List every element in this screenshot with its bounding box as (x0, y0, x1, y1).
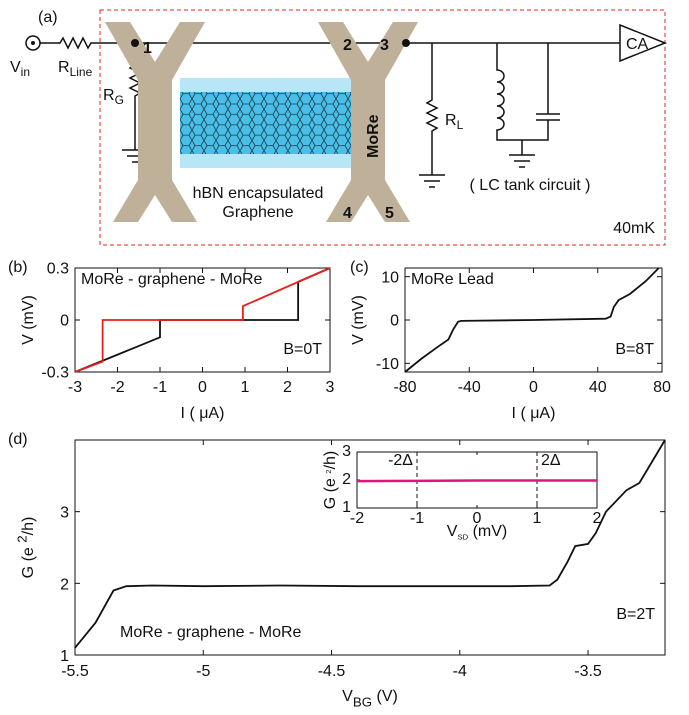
axis-label: VSD (mV) (447, 523, 507, 541)
x-tick-label: 2 (283, 379, 292, 396)
annotation: B=8T (615, 341, 654, 358)
x-tick-label: -5 (196, 663, 210, 680)
x-tick-label: 3 (326, 379, 335, 396)
sample-label: Graphene (222, 204, 293, 221)
amplifier-label: CA (626, 36, 649, 53)
amplifier (619, 23, 668, 63)
x-tick-label: -4.5 (318, 663, 346, 680)
r-g-label: RG (103, 87, 124, 107)
reference-label: 2Δ (541, 452, 561, 469)
y-tick-label: -10 (376, 356, 399, 373)
y-tick-label: 1 (342, 499, 351, 516)
y-tick-label: 0 (60, 313, 69, 330)
axis-label-part: 2 (14, 535, 29, 542)
sample-label: hBN encapsulated (193, 185, 324, 202)
y-tick-label: 3 (342, 443, 351, 460)
x-tick-label: -4 (453, 663, 467, 680)
y-tick-label: 10 (381, 269, 399, 286)
resistor-g (122, 43, 148, 163)
annotation: B=0T (283, 341, 322, 358)
y-tick-label: 3 (60, 505, 69, 522)
v-in-label: Vin (10, 59, 30, 79)
axis-label-part: SD (457, 532, 468, 541)
x-tick-label: 0 (198, 379, 207, 396)
annotation: MoRe - graphene - MoRe (81, 271, 263, 288)
terminal: 3 (380, 37, 389, 54)
panel-label: (a) (38, 9, 58, 26)
schematic: (a) Vin RLine RG 1 2 3 4 5 MoRe hBN enca… (10, 9, 668, 246)
x-tick-label: -3 (68, 379, 82, 396)
terminal: 5 (385, 205, 394, 222)
electrode-label: MoRe (365, 114, 382, 158)
data-line (74, 267, 331, 373)
x-tick-label: 1 (533, 510, 542, 527)
axis-label: VBG (V) (342, 688, 398, 710)
x-tick-label: 2 (593, 510, 602, 527)
axis-label-part: (V) (372, 688, 398, 705)
x-tick-label: 0 (473, 510, 482, 527)
axis-label: V (mV) (20, 295, 37, 345)
y-tick-label: 1 (60, 648, 69, 665)
x-tick-label: 0 (529, 379, 538, 396)
x-tick-label: -80 (393, 379, 416, 396)
annotation: MoRe Lead (411, 271, 494, 288)
x-tick-label: -40 (458, 379, 481, 396)
axis-label: G (e 2/h) (14, 517, 37, 579)
annotation: MoRe - graphene - MoRe (120, 624, 302, 641)
panel-label: (b) (8, 259, 28, 276)
axis-label: G (e 2/h) (322, 451, 339, 510)
electrode (318, 22, 418, 222)
terminal: 1 (143, 40, 152, 57)
r-line-label: RLine (58, 59, 93, 79)
lc-tank (496, 43, 560, 168)
axis-label-part: /h) (20, 517, 37, 536)
axis-label: I ( μA) (512, 405, 556, 422)
y-tick-label: 2 (60, 576, 69, 593)
annotation: B=2T (616, 606, 655, 623)
axis-label-part: V (447, 523, 458, 540)
x-tick-label: 1 (241, 379, 250, 396)
data-line (404, 267, 660, 373)
y-tick-label: 0 (390, 313, 399, 330)
x-tick-label: -2 (110, 379, 124, 396)
x-tick-label: -3.5 (574, 663, 602, 680)
terminal: 4 (343, 205, 352, 222)
tank-label: ( LC tank circuit ) (470, 177, 591, 194)
axis-label-part: G (e (20, 543, 37, 579)
panel-label: (d) (8, 431, 28, 448)
wire (40, 36, 620, 50)
x-tick-label: -2 (350, 510, 364, 527)
axis-label: I ( μA) (181, 405, 225, 422)
y-tick-label: 2 (342, 471, 351, 488)
axis-label: V (mV) (350, 295, 367, 345)
x-tick-label: 80 (653, 379, 671, 396)
panel-label: (c) (350, 259, 369, 276)
electrode (105, 22, 205, 222)
y-tick-label: 0.3 (47, 261, 69, 278)
axis-label-part: 2 (324, 469, 333, 473)
data-line (74, 439, 666, 649)
y-tick-label: -0.3 (41, 365, 69, 382)
resistor-l (419, 43, 445, 188)
data-line (356, 479, 597, 483)
axis-label-part: V (342, 688, 353, 705)
axis-label-part: /h) (322, 451, 339, 470)
cryostat-box (99, 9, 666, 246)
axis-label-part: G (e (322, 474, 339, 510)
x-tick-label: -1 (153, 379, 167, 396)
axis-label-part: BG (353, 695, 372, 710)
axis-label-part: (mV) (468, 523, 507, 540)
r-l-label: RL (445, 112, 464, 132)
x-tick-label: -5.5 (61, 663, 89, 680)
reference-label: -2Δ (388, 452, 413, 469)
x-tick-label: 40 (589, 379, 607, 396)
terminal: 2 (343, 37, 352, 54)
temperature-label: 40mK (613, 220, 655, 237)
x-tick-label: -1 (410, 510, 424, 527)
